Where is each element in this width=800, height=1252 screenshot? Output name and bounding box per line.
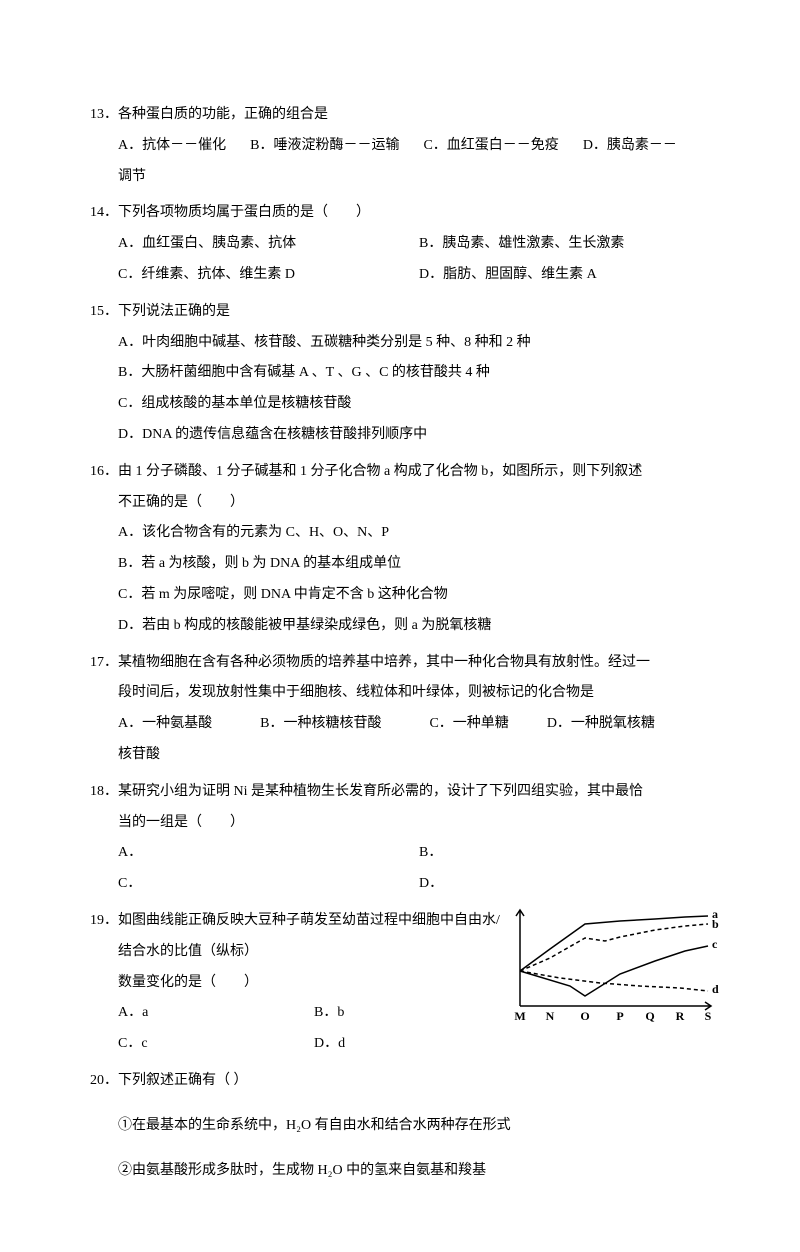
q18-stem-row: 18． 某研究小组为证明 Ni 是某种植物生长发育所必需的，设计了下列四组实验，… [90,777,720,808]
q13-tail: 调节 [90,162,720,193]
question-19: 19． 如图曲线能正确反映大豆种子萌发至幼苗过程中细胞中自由水/结合水的比值（纵… [90,906,720,1060]
q20-line1: ①在最基本的生命系统中，H₂O 有自由水和结合水两种存在形式 [90,1111,720,1142]
q14-option-a: A．血红蛋白、胰岛素、抗体 [118,229,419,260]
q16-option-b: B．若 a 为核酸，则 b 为 DNA 的基本组成单位 [90,549,720,580]
q16-option-a: A．该化合物含有的元素为 C、H、O、N、P [90,518,720,549]
svg-text:d: d [712,982,719,996]
svg-text:R: R [676,1009,685,1023]
q19-option-d: D．d [314,1029,510,1060]
q18-stem2: 当的一组是（ ） [90,808,720,839]
question-14: 14． 下列各项物质均属于蛋白质的是（ ） A．血红蛋白、胰岛素、抗体 B．胰岛… [90,198,720,290]
q18-options-row2: C． D． [90,869,720,900]
svg-text:b: b [712,917,719,931]
q17-tail: 核苷酸 [90,740,720,771]
q17-options: A．一种氨基酸 B．一种核糖核苷酸 C．一种单糖 D．一种脱氧核糖 [90,709,720,740]
q17-option-b: B．一种核糖核苷酸 [260,709,381,740]
q19-stem1: 如图曲线能正确反映大豆种子萌发至幼苗过程中细胞中自由水/结合水的比值（纵标） [118,906,510,968]
q17-stem2: 段时间后，发现放射性集中于细胞核、线粒体和叶绿体，则被标记的化合物是 [90,678,720,709]
q19-stem-row: 19． 如图曲线能正确反映大豆种子萌发至幼苗过程中细胞中自由水/结合水的比值（纵… [90,906,510,968]
q13-option-a: A．抗体－－催化 [118,131,226,162]
svg-text:Q: Q [645,1009,654,1023]
q13-stem: 各种蛋白质的功能，正确的组合是 [118,100,720,131]
spacer [90,1097,720,1111]
q14-number: 14． [90,198,118,229]
q15-option-d: D．DNA 的遗传信息蕴含在核糖核苷酸排列顺序中 [90,420,720,451]
q18-number: 18． [90,777,118,808]
svg-text:N: N [546,1009,555,1023]
q16-stem1: 由 1 分子磷酸、1 分子碱基和 1 分子化合物 a 构成了化合物 b，如图所示… [118,457,720,488]
q15-option-b: B．大肠杆菌细胞中含有碱基 A 、T 、G 、C 的核苷酸共 4 种 [90,358,720,389]
q14-stem-row: 14． 下列各项物质均属于蛋白质的是（ ） [90,198,720,229]
q13-option-b: B．唾液淀粉酶－－运输 [250,131,399,162]
q13-options: A．抗体－－催化 B．唾液淀粉酶－－运输 C．血红蛋白－－免疫 D．胰岛素－－ [90,131,720,162]
question-15: 15． 下列说法正确的是 A．叶肉细胞中碱基、核苷酸、五碳糖种类分别是 5 种、… [90,297,720,451]
q19-stem2: 数量变化的是（ ） [90,968,510,999]
svg-text:c: c [712,937,718,951]
q19-options-row1: A．a B．b [90,998,510,1029]
q20-number: 20． [90,1066,118,1097]
q14-stem: 下列各项物质均属于蛋白质的是（ ） [118,198,720,229]
q17-stem-row: 17． 某植物细胞在含有各种必须物质的培养基中培养，其中一种化合物具有放射性。经… [90,648,720,679]
q19-options-row2: C．c D．d [90,1029,510,1060]
question-20: 20． 下列叙述正确有（ ） ①在最基本的生命系统中，H₂O 有自由水和结合水两… [90,1066,720,1186]
q19-option-c: C．c [118,1029,314,1060]
q20-stem-row: 20． 下列叙述正确有（ ） [90,1066,720,1097]
question-13: 13． 各种蛋白质的功能，正确的组合是 A．抗体－－催化 B．唾液淀粉酶－－运输… [90,100,720,192]
question-18: 18． 某研究小组为证明 Ni 是某种植物生长发育所必需的，设计了下列四组实验，… [90,777,720,900]
exam-page: 13． 各种蛋白质的功能，正确的组合是 A．抗体－－催化 B．唾液淀粉酶－－运输… [0,0,800,1252]
q19-option-a: A．a [118,998,314,1029]
q15-option-a: A．叶肉细胞中碱基、核苷酸、五碳糖种类分别是 5 种、8 种和 2 种 [90,328,720,359]
q18-option-c: C． [118,869,419,900]
question-17: 17． 某植物细胞在含有各种必须物质的培养基中培养，其中一种化合物具有放射性。经… [90,648,720,771]
svg-text:O: O [580,1009,589,1023]
q17-stem1: 某植物细胞在含有各种必须物质的培养基中培养，其中一种化合物具有放射性。经过一 [118,648,720,679]
q17-number: 17． [90,648,118,679]
q19-left: 19． 如图曲线能正确反映大豆种子萌发至幼苗过程中细胞中自由水/结合水的比值（纵… [90,906,510,1060]
q18-stem1: 某研究小组为证明 Ni 是某种植物生长发育所必需的，设计了下列四组实验，其中最恰 [118,777,720,808]
q20-stem: 下列叙述正确有（ ） [118,1066,720,1097]
q15-number: 15． [90,297,118,328]
q13-stem-row: 13． 各种蛋白质的功能，正确的组合是 [90,100,720,131]
spacer [90,1142,720,1156]
q16-stem-row: 16． 由 1 分子磷酸、1 分子碱基和 1 分子化合物 a 构成了化合物 b，… [90,457,720,488]
svg-text:M: M [514,1009,525,1023]
q19-option-b: B．b [314,998,510,1029]
question-16: 16． 由 1 分子磷酸、1 分子碱基和 1 分子化合物 a 构成了化合物 b，… [90,457,720,642]
q14-option-b: B．胰岛素、雄性激素、生长激素 [419,229,720,260]
svg-text:S: S [705,1009,712,1023]
q13-option-d: D．胰岛素－－ [583,131,677,162]
q15-stem-row: 15． 下列说法正确的是 [90,297,720,328]
q17-option-a: A．一种氨基酸 [118,709,212,740]
q14-option-d: D．脂肪、胆固醇、维生素 A [419,260,720,291]
q15-stem: 下列说法正确的是 [118,297,720,328]
q13-number: 13． [90,100,118,131]
line-chart-svg: abcdMNOPQRS [510,906,720,1034]
q18-option-d: D． [419,869,720,900]
q17-option-d: D．一种脱氧核糖 [547,709,655,740]
q14-options-row1: A．血红蛋白、胰岛素、抗体 B．胰岛素、雄性激素、生长激素 [90,229,720,260]
q16-number: 16． [90,457,118,488]
q15-option-c: C．组成核酸的基本单位是核糖核苷酸 [90,389,720,420]
q18-options-row1: A． B． [90,838,720,869]
svg-text:P: P [616,1009,623,1023]
q20-line2: ②由氨基酸形成多肽时，生成物 H₂O 中的氢来自氨基和羧基 [90,1156,720,1187]
q16-option-d: D．若由 b 构成的核酸能被甲基绿染成绿色，则 a 为脱氧核糖 [90,611,720,642]
q14-option-c: C．纤维素、抗体、维生素 D [118,260,419,291]
q19-wrap: 19． 如图曲线能正确反映大豆种子萌发至幼苗过程中细胞中自由水/结合水的比值（纵… [90,906,720,1060]
q18-option-a: A． [118,838,419,869]
q16-stem2: 不正确的是（ ） [90,488,720,519]
q18-option-b: B． [419,838,720,869]
q17-option-c: C．一种单糖 [429,709,508,740]
q19-chart: abcdMNOPQRS [510,906,720,1036]
q13-option-c: C．血红蛋白－－免疫 [423,131,558,162]
q19-number: 19． [90,906,118,968]
q16-option-c: C．若 m 为尿嘧啶，则 DNA 中肯定不含 b 这种化合物 [90,580,720,611]
q14-options-row2: C．纤维素、抗体、维生素 D D．脂肪、胆固醇、维生素 A [90,260,720,291]
